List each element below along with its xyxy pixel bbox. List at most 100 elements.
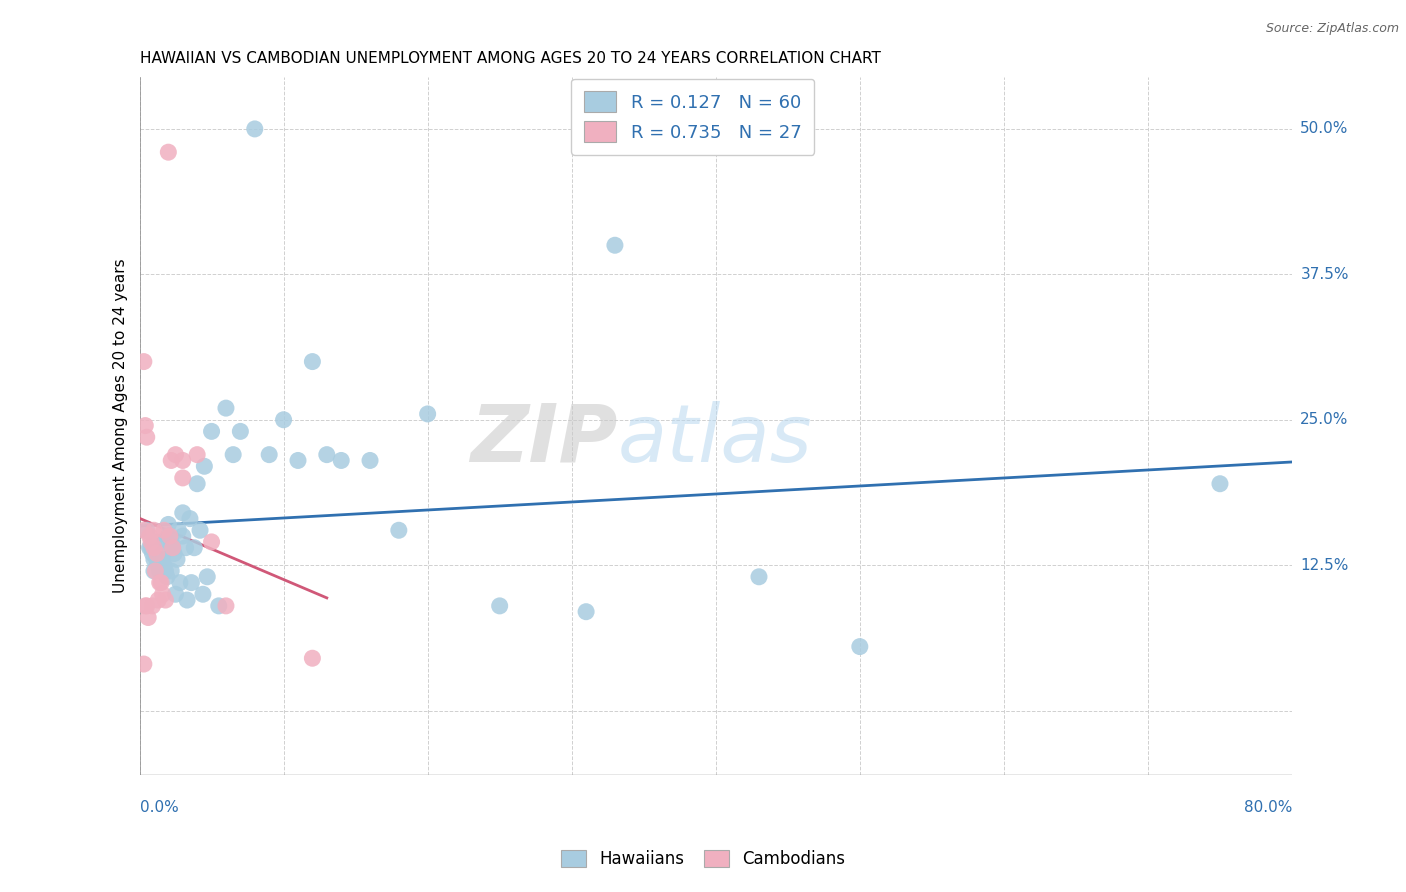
Point [603, 238, 626, 252]
Point [159, 541, 181, 555]
Point [138, 541, 160, 555]
Point [166, 552, 188, 566]
Point [167, 523, 190, 537]
Point [188, 523, 211, 537]
Point [132, 354, 155, 368]
Point [134, 418, 156, 433]
Point [157, 517, 180, 532]
Point [359, 453, 381, 467]
Point [176, 593, 198, 607]
Point [138, 529, 160, 543]
Point [160, 535, 183, 549]
Point [575, 605, 598, 619]
Point [146, 547, 169, 561]
Point [179, 511, 201, 525]
Point [146, 552, 169, 566]
Point [165, 587, 187, 601]
Point [142, 535, 165, 549]
Point [172, 529, 194, 543]
Point [195, 570, 218, 584]
Text: 25.0%: 25.0% [1301, 412, 1348, 427]
Point [132, 657, 155, 671]
Point [160, 564, 183, 578]
Point [136, 610, 159, 624]
Point [315, 448, 337, 462]
Point [172, 506, 194, 520]
Point [142, 552, 165, 566]
Point [200, 535, 222, 549]
Point [849, 640, 872, 654]
Text: ZIP: ZIP [471, 401, 617, 478]
Point [148, 558, 170, 573]
Point [215, 599, 238, 613]
Text: HAWAIIAN VS CAMBODIAN UNEMPLOYMENT AMONG AGES 20 TO 24 YEARS CORRELATION CHART: HAWAIIAN VS CAMBODIAN UNEMPLOYMENT AMONG… [139, 51, 880, 66]
Point [180, 575, 202, 590]
Point [174, 541, 197, 555]
Point [139, 535, 162, 549]
Point [162, 541, 184, 555]
Point [273, 413, 295, 427]
Point [142, 541, 165, 555]
Point [191, 587, 214, 601]
Point [141, 599, 163, 613]
Point [157, 145, 180, 160]
Point [172, 471, 194, 485]
Point [135, 430, 157, 444]
Point [155, 593, 177, 607]
Point [150, 535, 173, 549]
Point [142, 523, 165, 537]
Point [172, 453, 194, 467]
Point [165, 448, 187, 462]
Point [139, 541, 162, 555]
Point [157, 529, 180, 543]
Point [215, 401, 238, 416]
Point [150, 575, 173, 590]
Point [193, 459, 215, 474]
Point [153, 558, 176, 573]
Point [149, 575, 172, 590]
Point [243, 122, 266, 136]
Point [488, 599, 510, 613]
Point [169, 575, 191, 590]
Point [162, 541, 184, 555]
Text: 0.0%: 0.0% [139, 799, 179, 814]
Point [156, 570, 179, 584]
Y-axis label: Unemployment Among Ages 20 to 24 years: Unemployment Among Ages 20 to 24 years [114, 259, 128, 593]
Legend: Hawaiians, Cambodians: Hawaiians, Cambodians [554, 843, 852, 875]
Point [186, 476, 208, 491]
Point [155, 564, 177, 578]
Text: 37.5%: 37.5% [1301, 267, 1348, 282]
Point [183, 541, 205, 555]
Point [149, 564, 172, 578]
Point [229, 425, 252, 439]
Point [145, 564, 167, 578]
Point [152, 552, 174, 566]
Point [287, 453, 309, 467]
Point [388, 523, 411, 537]
Text: atlas: atlas [617, 401, 813, 478]
Point [150, 552, 173, 566]
Point [257, 448, 280, 462]
Point [222, 448, 245, 462]
Point [132, 523, 155, 537]
Point [141, 547, 163, 561]
Point [153, 523, 176, 537]
Legend: R = 0.127   N = 60, R = 0.735   N = 27: R = 0.127 N = 60, R = 0.735 N = 27 [571, 78, 814, 154]
Text: 50.0%: 50.0% [1301, 121, 1348, 136]
Point [1209, 476, 1232, 491]
Point [135, 599, 157, 613]
Point [748, 570, 770, 584]
Point [152, 587, 174, 601]
Point [163, 547, 186, 561]
Point [301, 651, 323, 665]
Point [142, 564, 165, 578]
Text: 80.0%: 80.0% [1244, 799, 1292, 814]
Point [148, 593, 170, 607]
Text: 12.5%: 12.5% [1301, 558, 1348, 573]
Point [135, 523, 157, 537]
Point [208, 599, 231, 613]
Text: Source: ZipAtlas.com: Source: ZipAtlas.com [1265, 22, 1399, 36]
Point [200, 425, 222, 439]
Point [159, 529, 181, 543]
Point [330, 453, 353, 467]
